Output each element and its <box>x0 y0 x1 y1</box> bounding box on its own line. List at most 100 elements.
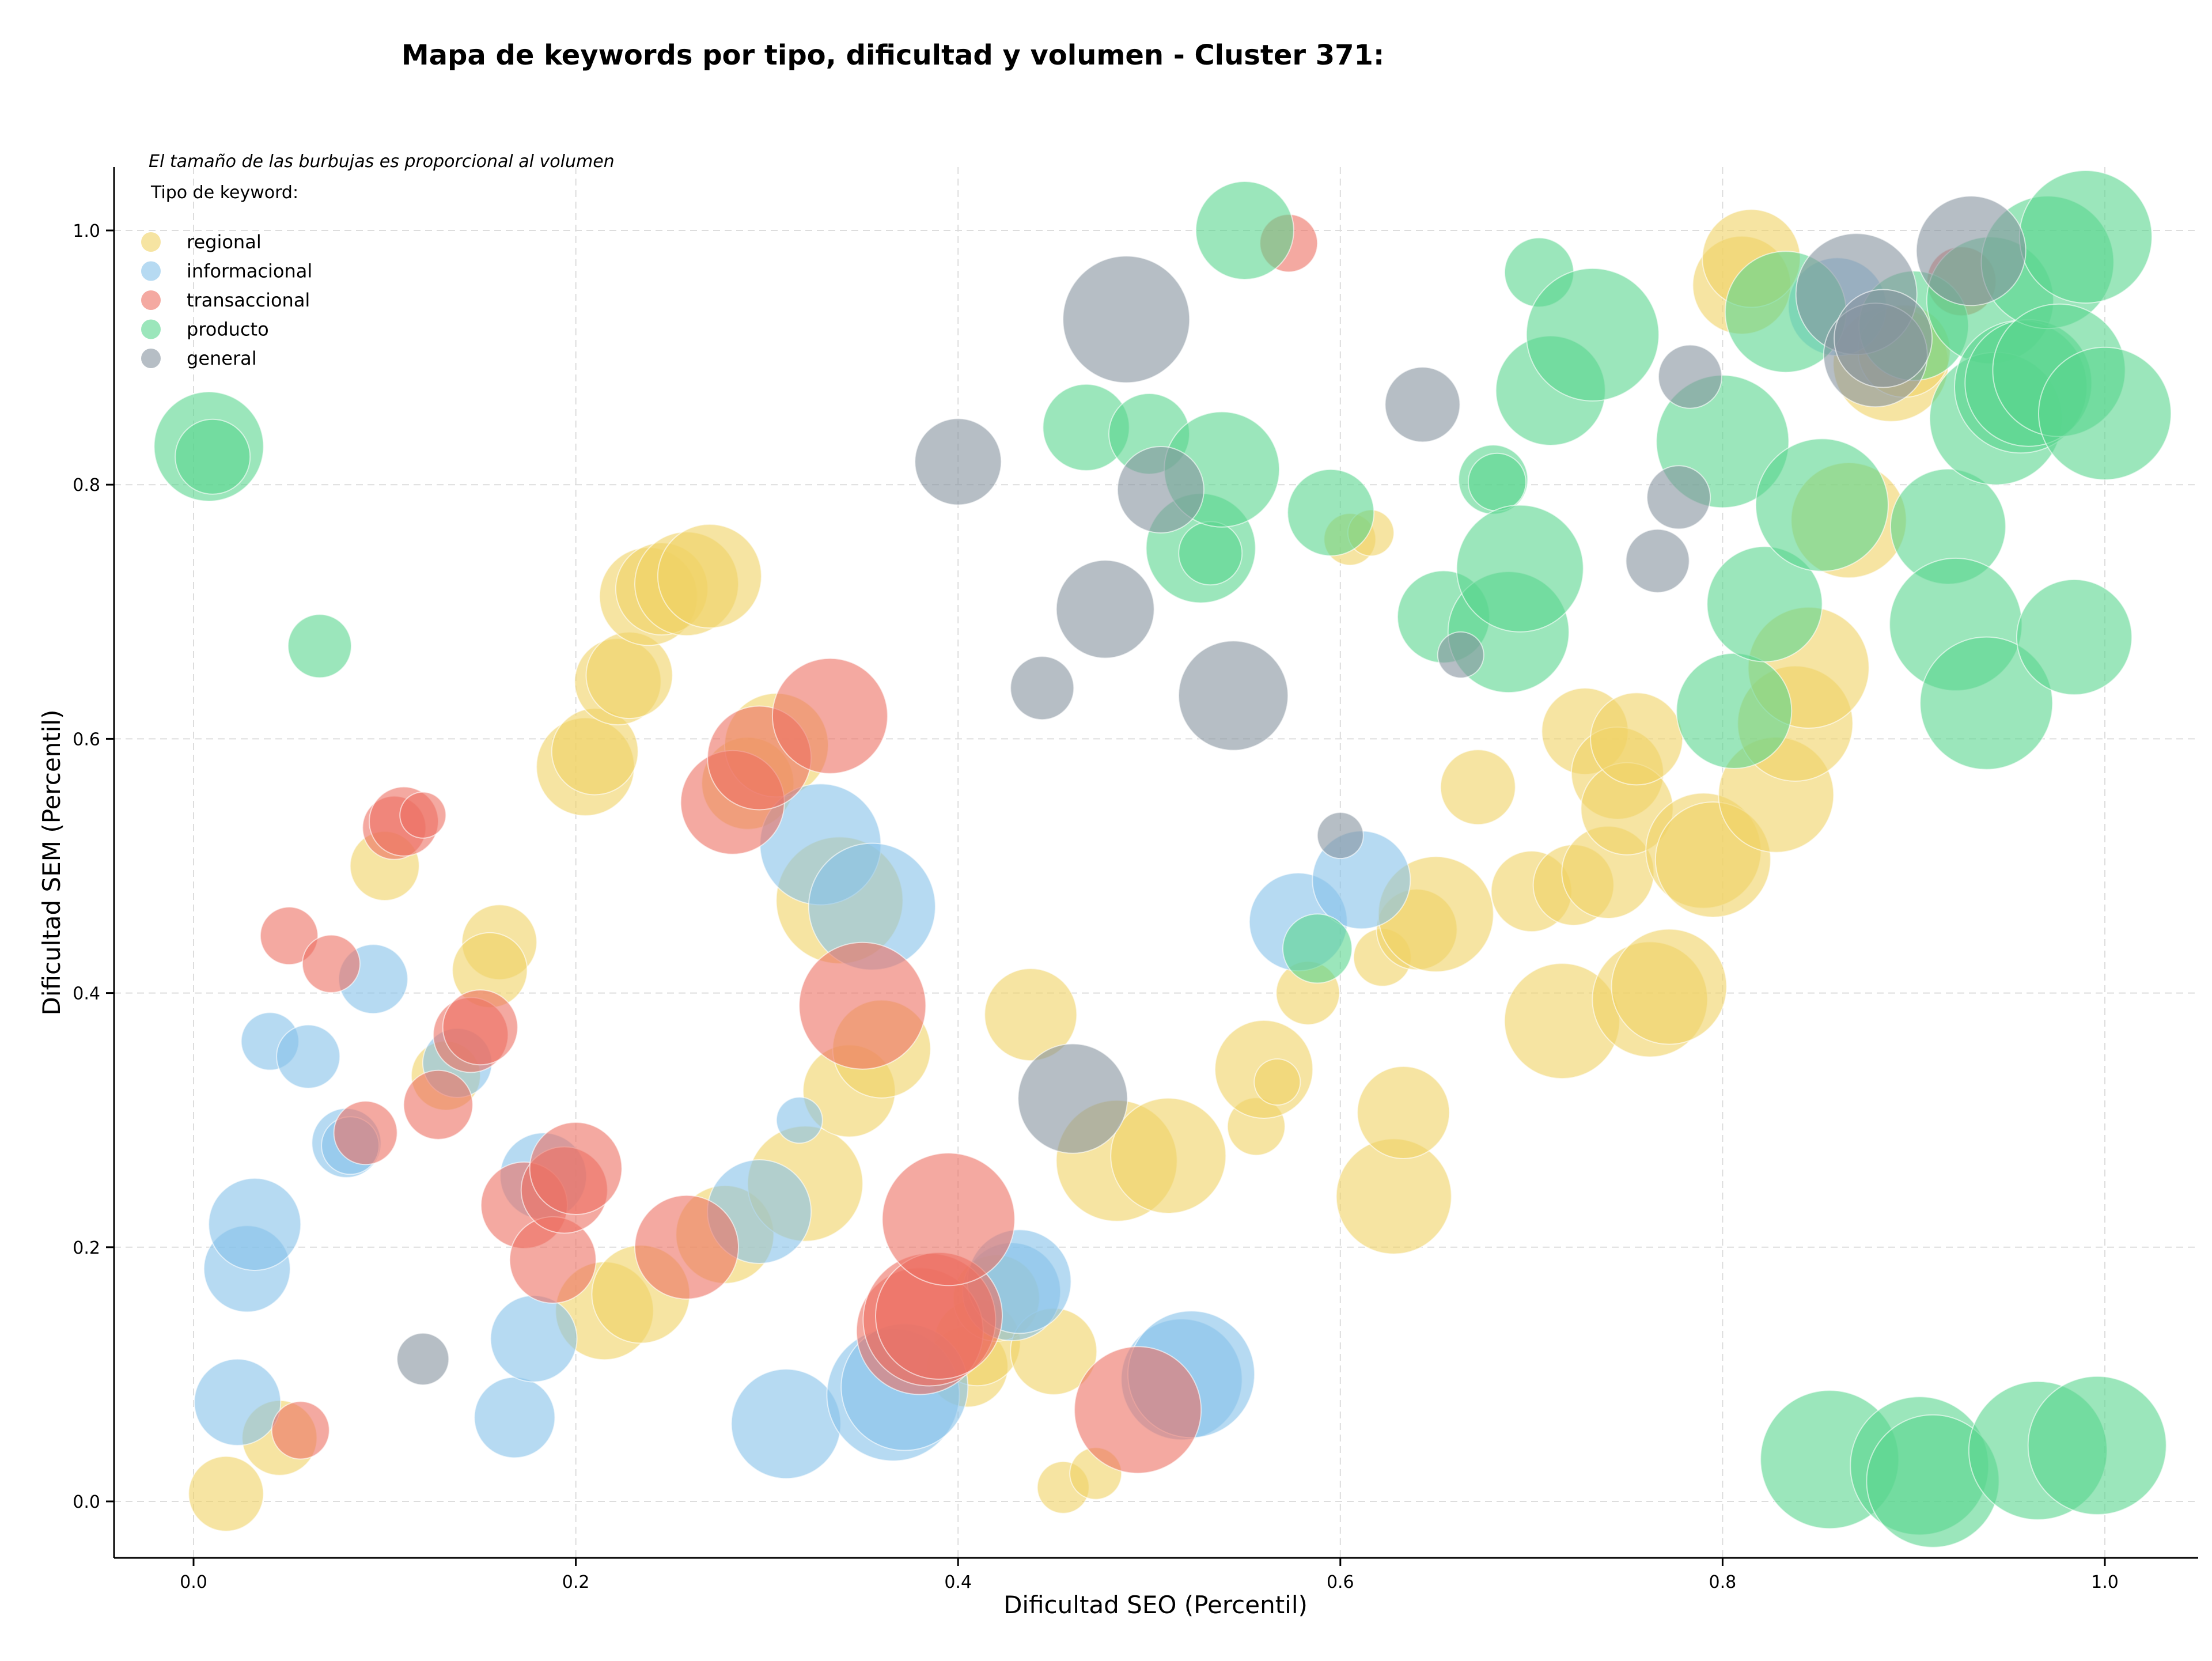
bubble-point <box>1590 692 1684 786</box>
legend-label: general <box>187 347 257 369</box>
bubble-point <box>1316 812 1364 860</box>
bubble-size-note: El tamaño de las burbujas es proporciona… <box>149 152 615 172</box>
legend-marker <box>141 261 161 281</box>
bubble-point <box>730 1368 842 1480</box>
bubble-point <box>1440 749 1516 826</box>
bubble-point <box>1467 452 1527 512</box>
bubble-point <box>396 1332 450 1386</box>
bubble-point <box>2027 1375 2167 1515</box>
y-tick-label: 0.8 <box>73 475 100 495</box>
series-general <box>396 195 2027 1386</box>
bubble-point <box>1062 255 1191 384</box>
bubble-point <box>1357 1066 1450 1159</box>
grid-lines <box>114 167 2198 1558</box>
bubble-point <box>403 1069 474 1140</box>
bubble-point <box>1253 1058 1301 1106</box>
bubble-point <box>276 1024 341 1089</box>
bubble-point <box>1525 267 1660 402</box>
bubble-point <box>474 1376 556 1459</box>
bubble-point <box>208 1178 302 1272</box>
bubble-point <box>1676 652 1793 769</box>
bubble-point <box>1915 195 2027 307</box>
bubble-point <box>1834 289 1933 388</box>
y-axis-label: Dificultad SEM (Percentil) <box>37 710 66 1016</box>
legend-marker <box>141 349 161 368</box>
x-tick-label: 0.0 <box>180 1572 207 1592</box>
bubble-point <box>1017 1043 1128 1154</box>
bubble-point <box>1611 928 1728 1045</box>
legend-label: informacional <box>187 260 312 282</box>
bubble-point <box>2018 170 2153 304</box>
y-tick-label: 0.0 <box>73 1492 100 1512</box>
bubble-point <box>1658 344 1722 409</box>
bubble-point <box>984 968 1078 1062</box>
bubble-point <box>657 524 762 629</box>
bubble-point <box>1625 528 1690 593</box>
bubble-point <box>1456 504 1584 633</box>
bubble-point <box>1706 546 1823 663</box>
bubble-point <box>771 657 888 774</box>
bubble-point <box>1384 366 1461 443</box>
bubble-point <box>1437 631 1484 679</box>
y-axis-ticks: 0.0 0.2 0.4 0.6 0.8 1.0 <box>73 221 114 1512</box>
chart-title: Mapa de keywords por tipo, dificultad y … <box>402 39 1384 71</box>
bubble-point <box>442 989 518 1066</box>
bubble-point <box>287 614 352 679</box>
bubble-point <box>175 418 251 495</box>
legend-marker <box>141 290 161 310</box>
bubble-point <box>1919 636 2054 770</box>
bubble-point <box>1282 913 1353 984</box>
x-tick-label: 0.4 <box>944 1572 972 1592</box>
bubble-point <box>529 1122 623 1215</box>
bubble-point <box>914 418 1002 506</box>
bubble-point <box>490 1295 578 1383</box>
bubble-point <box>775 1096 823 1144</box>
x-tick-label: 1.0 <box>2091 1572 2119 1592</box>
bubble-point <box>798 941 927 1070</box>
legend-marker <box>141 232 161 252</box>
bubble-point <box>259 906 319 966</box>
bubble-point <box>301 934 361 993</box>
bubble-point <box>194 1358 282 1446</box>
bubble-point <box>1646 465 1711 530</box>
x-axis-ticks: 0.0 0.2 0.4 0.6 0.8 1.0 <box>180 1558 2119 1592</box>
bubble-point <box>881 1152 1016 1287</box>
series-transaccional <box>259 214 1997 1474</box>
legend-label: regional <box>187 231 262 253</box>
legend: regional informacional transaccional produc… <box>141 231 312 369</box>
bubble-point <box>1074 1346 1202 1474</box>
bubble-point <box>1178 640 1289 751</box>
bubble-point <box>271 1401 330 1460</box>
x-tick-label: 0.6 <box>1327 1572 1354 1592</box>
bubble-point <box>1287 468 1375 557</box>
bubble-point <box>585 631 673 720</box>
bubble-point <box>1195 181 1294 280</box>
legend-label: transaccional <box>187 289 310 311</box>
series-producto <box>153 170 2172 1548</box>
bubble-point <box>634 1194 739 1300</box>
y-tick-label: 1.0 <box>73 221 100 241</box>
bubble-point <box>1055 559 1155 659</box>
x-tick-label: 0.8 <box>1709 1572 1737 1592</box>
axes <box>113 167 2198 1559</box>
bubble-point <box>1755 438 1889 572</box>
bubble-point <box>2016 578 2133 695</box>
y-tick-label: 0.6 <box>73 729 100 750</box>
bubble-point <box>1178 521 1243 586</box>
legend-marker <box>141 319 161 339</box>
bubble-point <box>1116 446 1205 534</box>
bubble-point <box>188 1455 264 1532</box>
bubble-point <box>399 791 447 839</box>
bubble-point <box>333 1100 398 1166</box>
x-axis-label: Dificultad SEO (Percentil) <box>1003 1591 1308 1619</box>
bubble-point <box>1010 656 1075 721</box>
y-tick-label: 0.4 <box>73 984 100 1004</box>
x-tick-label: 0.2 <box>562 1572 590 1592</box>
bubble-point <box>2038 346 2172 480</box>
legend-title: Tipo de keyword: <box>150 183 298 203</box>
y-tick-label: 0.2 <box>73 1238 100 1258</box>
legend-label: producto <box>187 319 269 340</box>
bubble-point <box>1110 1098 1227 1214</box>
bubble-layer <box>153 170 2172 1548</box>
